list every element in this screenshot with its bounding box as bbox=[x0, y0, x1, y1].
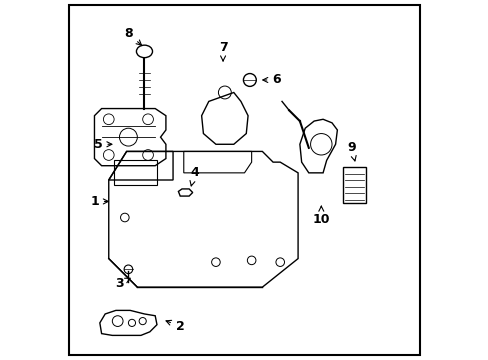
Text: 2: 2 bbox=[166, 320, 184, 333]
Text: 4: 4 bbox=[190, 166, 199, 186]
Text: 6: 6 bbox=[262, 73, 281, 86]
Text: 8: 8 bbox=[124, 27, 141, 45]
Text: 10: 10 bbox=[312, 206, 329, 226]
Text: 5: 5 bbox=[94, 138, 112, 151]
Text: 1: 1 bbox=[90, 195, 108, 208]
Text: 7: 7 bbox=[218, 41, 227, 61]
Text: 9: 9 bbox=[346, 141, 355, 161]
Text: 3: 3 bbox=[115, 277, 130, 290]
